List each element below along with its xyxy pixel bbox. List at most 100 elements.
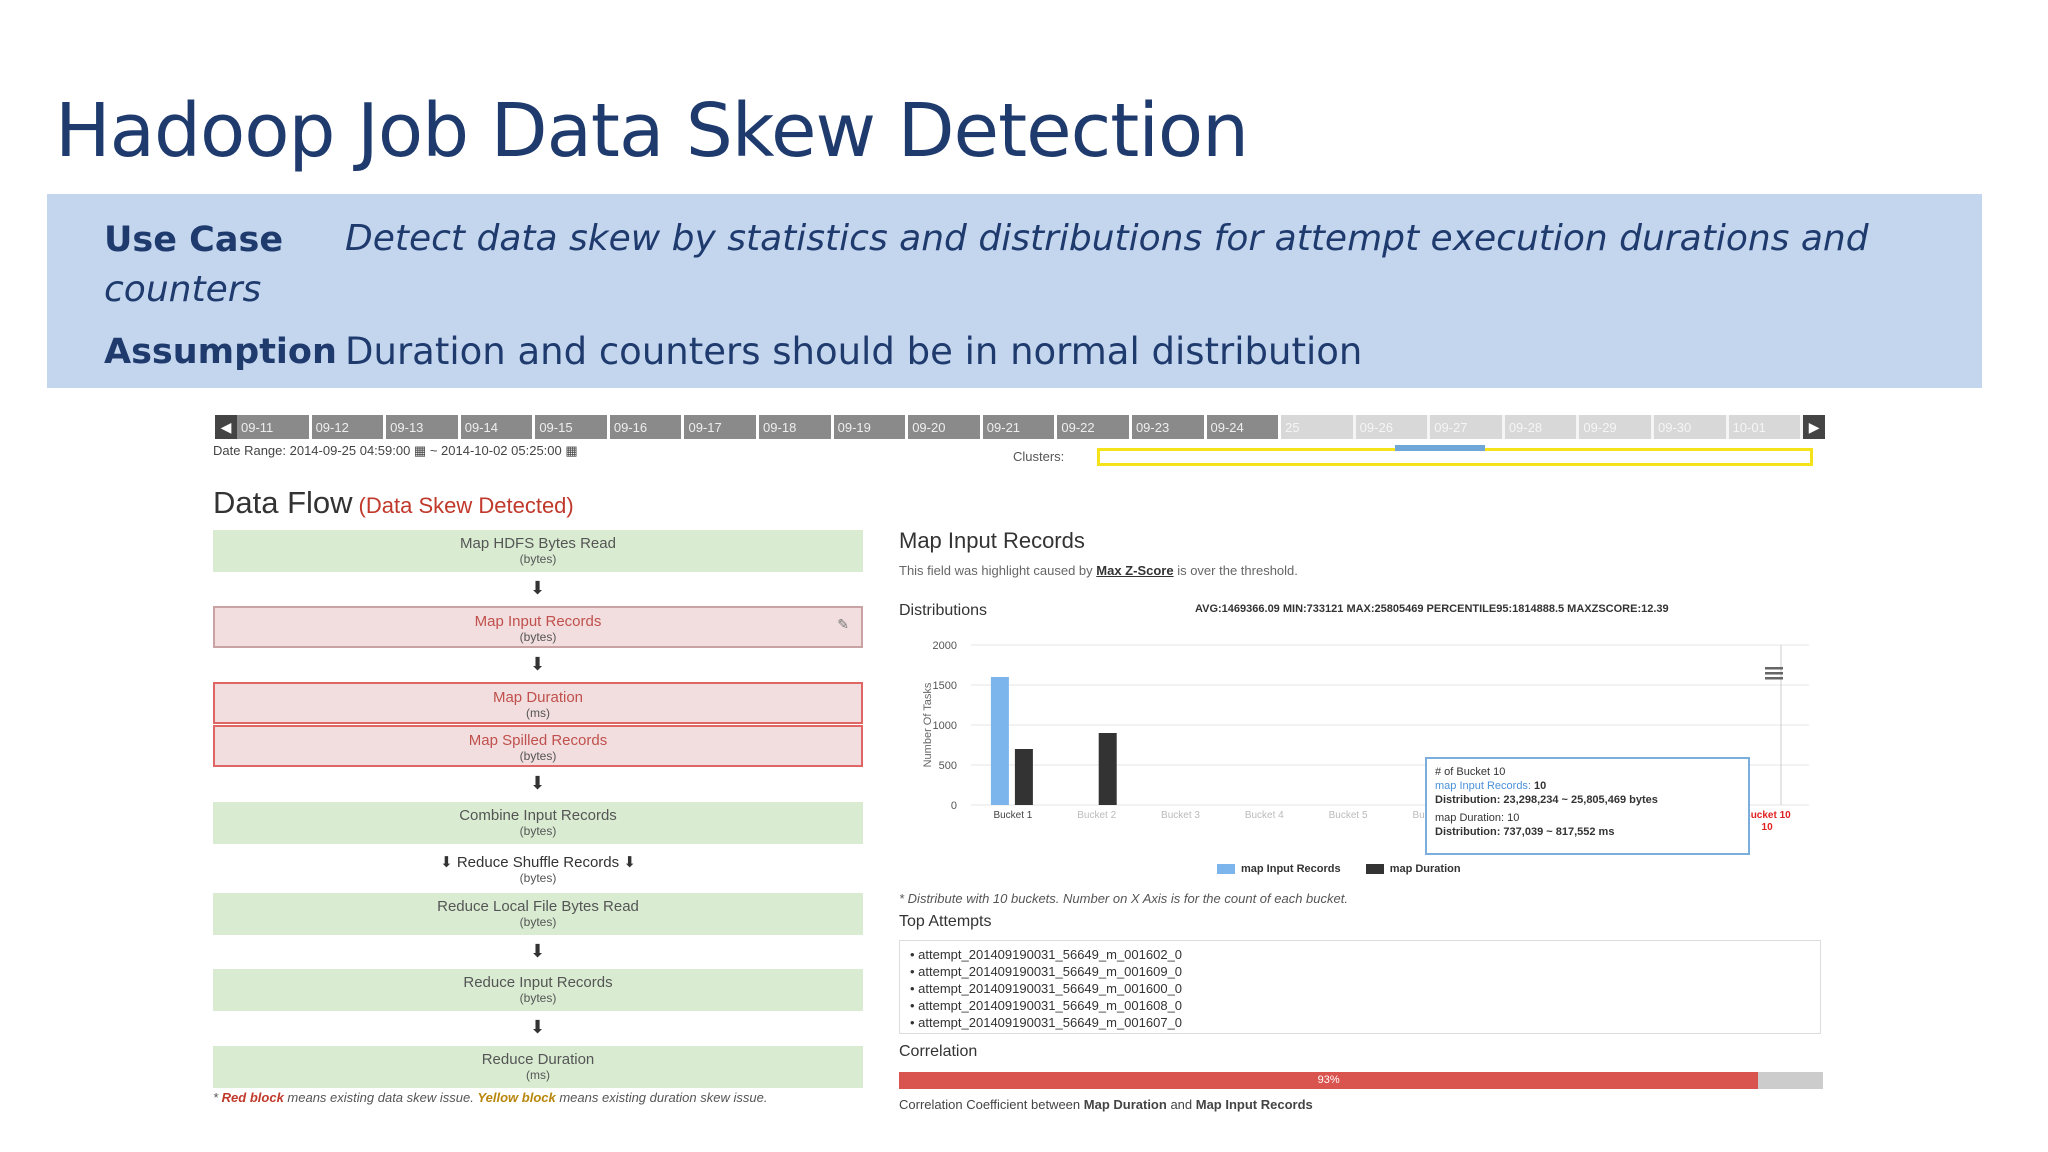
block-name: Map Spilled Records	[468, 732, 608, 749]
attempt-id: attempt_201409190031_56649_m_001607_0	[918, 1015, 1183, 1030]
timeline-date-09-15[interactable]: 09-15	[535, 415, 610, 439]
flow-block-reduce-shuffle-records[interactable]: ⬇ Reduce Shuffle Records ⬇ (bytes)	[213, 848, 863, 890]
x-tick-label: Bucket 4	[1245, 810, 1284, 821]
use-case-label: Use Case	[104, 220, 284, 260]
timeline-bar: ◀ 09-11 09-12 09-13 09-14 09-15 09-16 09-17 09-…	[215, 415, 1826, 439]
data-flow-title: Data Flow (Data Skew Detected)	[213, 485, 574, 521]
timeline-date-09-12[interactable]: 09-12	[312, 415, 387, 439]
down-arrow-icon: ⬇	[530, 941, 546, 961]
down-arrow-icon: ⬇	[530, 773, 546, 793]
timeline-prev-icon[interactable]: ◀	[215, 415, 237, 439]
x-tick-label: Bucket 5	[1329, 810, 1368, 821]
tooltip-md: map Duration: 10	[1435, 812, 1520, 824]
block-unit: (bytes)	[519, 915, 557, 929]
flow-block-reduce-input-records[interactable]: Reduce Input Records (bytes)	[213, 969, 863, 1011]
block-unit: (bytes)	[519, 991, 557, 1005]
bar-map-duration[interactable]	[1014, 749, 1033, 805]
use-case-box: Use Case Detect data skew by statistics …	[47, 194, 1982, 388]
legend-item-duration[interactable]: map Duration	[1389, 863, 1461, 875]
mir-note: This field was highlight caused by Max Z…	[899, 563, 1298, 578]
block-name: Reduce Input Records	[463, 974, 613, 991]
date-range[interactable]: Date Range: 2014-09-25 04:59:00 ▦ ~ 2014…	[213, 443, 578, 458]
list-item[interactable]: • attempt_201409190031_56649_m_001609_0	[910, 964, 1183, 979]
timeline-date-09-23[interactable]: 09-23	[1132, 415, 1207, 439]
chart-tooltip: # of Bucket 10 map Input Records: 10 Dis…	[1425, 757, 1750, 855]
footnote-yellow: Yellow block	[477, 1090, 556, 1105]
tooltip-bucket: # of Bucket 10	[1435, 766, 1506, 778]
x-tick-label: Bucket 10	[1743, 810, 1791, 821]
x-tick-label: Bucket 3	[1161, 810, 1200, 821]
clusters-selection[interactable]	[1395, 445, 1485, 451]
timeline-date-09-24[interactable]: 09-24	[1207, 415, 1282, 439]
legend-item-input[interactable]: map Input Records	[1241, 863, 1341, 875]
timeline-date-09-21[interactable]: 09-21	[983, 415, 1058, 439]
tooltip-md-dist: Distribution: 737,039 ~ 817,552 ms	[1435, 826, 1615, 838]
timeline-date-25[interactable]: 25	[1281, 415, 1356, 439]
timeline-date-09-13[interactable]: 09-13	[386, 415, 461, 439]
timeline-date-09-28[interactable]: 09-28	[1504, 415, 1580, 439]
footnote-red: Red block	[221, 1090, 284, 1105]
timeline-date-09-11[interactable]: 09-11	[237, 415, 312, 439]
corr-b: Map Input Records	[1195, 1097, 1313, 1112]
chart-menu-icon	[1765, 672, 1783, 675]
x-tick-label: Bucket 1	[993, 810, 1032, 821]
flow-block-map-spilled-records[interactable]: Map Spilled Records (bytes)	[213, 725, 863, 767]
bar-map-duration[interactable]	[1098, 733, 1117, 805]
timeline-date-10-01[interactable]: 10-01	[1728, 415, 1804, 439]
block-name: Reduce Local File Bytes Read	[437, 898, 639, 915]
pin-icon[interactable]: ✎	[837, 616, 849, 632]
block-unit: (bytes)	[519, 552, 557, 566]
list-item[interactable]: • attempt_201409190031_56649_m_001608_0	[910, 998, 1183, 1013]
tooltip-mir-dist: Distribution: 23,298,234 ~ 25,805,469 by…	[1435, 794, 1658, 806]
list-item[interactable]: • attempt_201409190031_56649_m_001600_0	[910, 981, 1183, 996]
flow-block-map-hdfs-bytes-read[interactable]: Map HDFS Bytes Read (bytes)	[213, 530, 863, 572]
timeline-date-09-26[interactable]: 09-26	[1355, 415, 1431, 439]
y-tick-label: 1000	[933, 720, 957, 732]
flow-block-map-input-records[interactable]: Map Input Records (bytes) ✎	[213, 606, 863, 648]
timeline-date-09-14[interactable]: 09-14	[461, 415, 536, 439]
max-zscore-link[interactable]: Max Z-Score	[1096, 563, 1174, 578]
mir-note-prefix: This field was highlight caused by	[899, 563, 1097, 578]
flow-block-reduce-local-file-bytes-read[interactable]: Reduce Local File Bytes Read (bytes)	[213, 893, 863, 935]
chart-legend: map Input Records map Duration	[1217, 863, 1461, 875]
timeline-date-09-16[interactable]: 09-16	[610, 415, 685, 439]
timeline-date-09-18[interactable]: 09-18	[759, 415, 834, 439]
timeline-date-09-20[interactable]: 09-20	[908, 415, 983, 439]
list-item[interactable]: • attempt_201409190031_56649_m_001607_0	[910, 1015, 1183, 1030]
clusters-label: Clusters:	[1013, 449, 1065, 464]
timeline-date-09-27[interactable]: 09-27	[1430, 415, 1505, 439]
y-tick-label: 1500	[933, 680, 957, 692]
legend-swatch-duration	[1365, 864, 1384, 875]
block-unit: (ms)	[526, 706, 550, 720]
attempt-id: attempt_201409190031_56649_m_001609_0	[918, 964, 1183, 979]
attempt-id: attempt_201409190031_56649_m_001600_0	[918, 981, 1183, 996]
flow-block-combine-input-records[interactable]: Combine Input Records (bytes)	[213, 802, 863, 844]
list-item[interactable]: • attempt_201409190031_56649_m_001602_0	[910, 947, 1183, 962]
block-unit: (bytes)	[519, 630, 557, 644]
use-case-text-cont: counters	[104, 269, 262, 310]
data-skew-status: (Data Skew Detected)	[358, 493, 574, 518]
block-name: Map Duration	[492, 689, 584, 706]
timeline-date-09-30[interactable]: 09-30	[1653, 415, 1729, 439]
assumption-label: Assumption	[104, 332, 337, 372]
timeline-date-09-22[interactable]: 09-22	[1057, 415, 1132, 439]
bar-map-input-records[interactable]	[990, 677, 1009, 805]
timeline-next-icon[interactable]: ▶	[1803, 415, 1826, 439]
chart-menu-icon	[1765, 667, 1783, 670]
top-attempts-list: • attempt_201409190031_56649_m_001602_0 …	[899, 940, 1821, 1034]
mir-note-suffix: is over the threshold.	[1173, 563, 1298, 578]
timeline-date-09-19[interactable]: 09-19	[834, 415, 909, 439]
flow-block-map-duration[interactable]: Map Duration (ms)	[213, 682, 863, 724]
flow-block-reduce-duration[interactable]: Reduce Duration (ms)	[213, 1046, 863, 1088]
attempt-id: attempt_201409190031_56649_m_001608_0	[918, 998, 1183, 1013]
timeline-date-09-17[interactable]: 09-17	[684, 415, 760, 439]
use-case-text: Detect data skew by statistics and distr…	[345, 218, 1869, 259]
block-unit: (bytes)	[519, 824, 557, 838]
attempt-id: attempt_201409190031_56649_m_001602_0	[918, 947, 1183, 962]
tooltip-mir-label: map Input Records:	[1435, 780, 1531, 792]
footnote-end: means existing duration skew issue.	[555, 1090, 768, 1105]
y-tick-label: 500	[939, 760, 957, 772]
distribution-note: * Distribute with 10 buckets. Number on …	[899, 891, 1348, 906]
timeline-date-09-29[interactable]: 09-29	[1579, 415, 1654, 439]
block-name: ⬇ Reduce Shuffle Records ⬇	[440, 854, 636, 871]
